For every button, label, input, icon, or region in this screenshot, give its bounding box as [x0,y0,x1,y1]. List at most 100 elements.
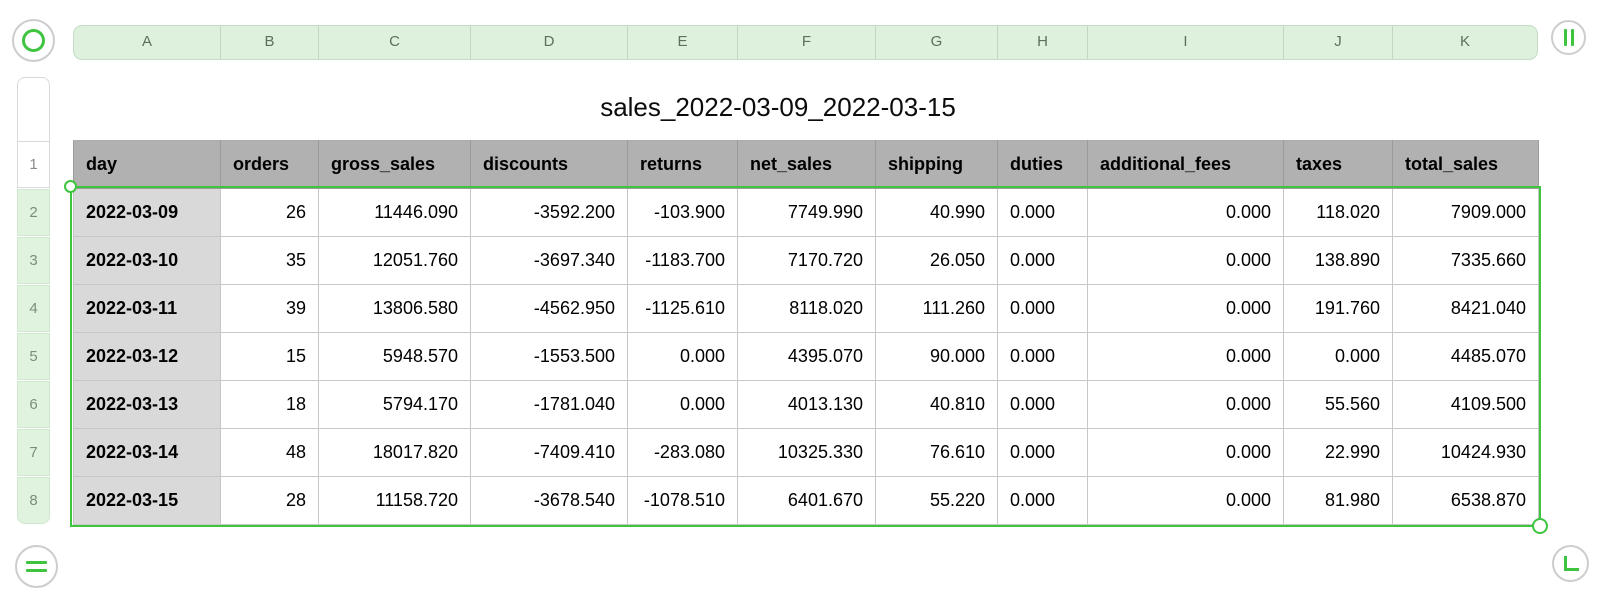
cell-orders[interactable]: 35 [220,236,319,285]
cell-additional_fees[interactable]: 0.000 [1087,428,1284,477]
column-ruler-cell-H[interactable]: H [998,26,1088,59]
row-ruler-cell-4[interactable]: 4 [17,285,50,332]
column-ruler-cell-I[interactable]: I [1088,26,1284,59]
header-cell-duties[interactable]: duties [997,140,1088,189]
cell-duties[interactable]: 0.000 [997,188,1088,237]
day-cell[interactable]: 2022-03-09 [73,188,221,237]
day-cell[interactable]: 2022-03-10 [73,236,221,285]
cell-orders[interactable]: 39 [220,284,319,333]
row-ruler-cell-7[interactable]: 7 [17,429,50,476]
day-cell[interactable]: 2022-03-14 [73,428,221,477]
day-cell[interactable]: 2022-03-15 [73,476,221,525]
cell-returns[interactable]: -1125.610 [627,284,738,333]
cell-returns[interactable]: -283.080 [627,428,738,477]
cell-returns[interactable]: -1183.700 [627,236,738,285]
cell-gross_sales[interactable]: 5948.570 [318,332,471,381]
column-ruler-cell-K[interactable]: K [1459,33,1470,50]
cell-taxes[interactable]: 55.560 [1283,380,1393,429]
cell-net_sales[interactable]: 7749.990 [737,188,876,237]
add-row-button[interactable] [15,545,58,588]
header-cell-shipping[interactable]: shipping [875,140,998,189]
cell-discounts[interactable]: -4562.950 [470,284,628,333]
header-cell-gross_sales[interactable]: gross_sales [318,140,471,189]
cell-shipping[interactable]: 111.260 [875,284,998,333]
cell-duties[interactable]: 0.000 [997,428,1088,477]
cell-net_sales[interactable]: 7170.720 [737,236,876,285]
cell-discounts[interactable]: -1781.040 [470,380,628,429]
day-cell[interactable]: 2022-03-13 [73,380,221,429]
cell-taxes[interactable]: 22.990 [1283,428,1393,477]
cell-duties[interactable]: 0.000 [997,380,1088,429]
cell-returns[interactable]: -1078.510 [627,476,738,525]
cell-discounts[interactable]: -3678.540 [470,476,628,525]
row-ruler-cell-1[interactable]: 1 [17,141,50,188]
cell-shipping[interactable]: 55.220 [875,476,998,525]
table-handle-icon[interactable] [12,19,55,62]
row-ruler-cell-3[interactable]: 3 [17,237,50,284]
cell-shipping[interactable]: 90.000 [875,332,998,381]
cell-returns[interactable]: -103.900 [627,188,738,237]
cell-duties[interactable]: 0.000 [997,236,1088,285]
row-ruler-cell-2[interactable]: 2 [17,189,50,236]
add-column-button[interactable] [1551,20,1586,55]
cell-discounts[interactable]: -1553.500 [470,332,628,381]
cell-duties[interactable]: 0.000 [997,476,1088,525]
column-ruler-cell-A[interactable]: A [74,26,221,59]
cell-discounts[interactable]: -7409.410 [470,428,628,477]
cell-total_sales[interactable]: 6538.870 [1392,476,1539,525]
cell-returns[interactable]: 0.000 [627,332,738,381]
cell-orders[interactable]: 15 [220,332,319,381]
header-cell-total_sales[interactable]: total_sales [1392,140,1539,189]
cell-net_sales[interactable]: 8118.020 [737,284,876,333]
cell-total_sales[interactable]: 10424.930 [1392,428,1539,477]
header-cell-additional_fees[interactable]: additional_fees [1087,140,1284,189]
cell-additional_fees[interactable]: 0.000 [1087,476,1284,525]
day-cell[interactable]: 2022-03-12 [73,332,221,381]
header-cell-taxes[interactable]: taxes [1283,140,1393,189]
cell-gross_sales[interactable]: 11158.720 [318,476,471,525]
header-cell-returns[interactable]: returns [627,140,738,189]
cell-gross_sales[interactable]: 11446.090 [318,188,471,237]
cell-gross_sales[interactable]: 12051.760 [318,236,471,285]
cell-shipping[interactable]: 40.990 [875,188,998,237]
cell-total_sales[interactable]: 4485.070 [1392,332,1539,381]
cell-returns[interactable]: 0.000 [627,380,738,429]
column-ruler-cell-E[interactable]: E [628,26,738,59]
cell-shipping[interactable]: 76.610 [875,428,998,477]
row-ruler-cell-6[interactable]: 6 [17,381,50,428]
cell-duties[interactable]: 0.000 [997,332,1088,381]
header-cell-orders[interactable]: orders [220,140,319,189]
cell-taxes[interactable]: 0.000 [1283,332,1393,381]
header-cell-discounts[interactable]: discounts [470,140,628,189]
cell-shipping[interactable]: 26.050 [875,236,998,285]
cell-taxes[interactable]: 118.020 [1283,188,1393,237]
cell-orders[interactable]: 28 [220,476,319,525]
cell-additional_fees[interactable]: 0.000 [1087,188,1284,237]
cell-total_sales[interactable]: 7909.000 [1392,188,1539,237]
day-cell[interactable]: 2022-03-11 [73,284,221,333]
cell-taxes[interactable]: 138.890 [1283,236,1393,285]
table-title[interactable]: sales_2022-03-09_2022-03-15 [600,92,956,122]
column-ruler-cell-B[interactable]: B [221,26,319,59]
cell-discounts[interactable]: -3592.200 [470,188,628,237]
column-ruler-cell-C[interactable]: C [319,26,471,59]
column-ruler-cell-J[interactable]: J [1284,26,1393,59]
cell-orders[interactable]: 48 [220,428,319,477]
cell-orders[interactable]: 26 [220,188,319,237]
column-ruler-cell-F[interactable]: F [738,26,876,59]
cell-total_sales[interactable]: 4109.500 [1392,380,1539,429]
cell-additional_fees[interactable]: 0.000 [1087,380,1284,429]
cell-net_sales[interactable]: 4013.130 [737,380,876,429]
resize-table-button[interactable] [1552,545,1589,582]
cell-gross_sales[interactable]: 13806.580 [318,284,471,333]
cell-total_sales[interactable]: 8421.040 [1392,284,1539,333]
cell-taxes[interactable]: 191.760 [1283,284,1393,333]
column-ruler-cell-D[interactable]: D [471,26,628,59]
cell-duties[interactable]: 0.000 [997,284,1088,333]
cell-gross_sales[interactable]: 18017.820 [318,428,471,477]
header-cell-net_sales[interactable]: net_sales [737,140,876,189]
cell-taxes[interactable]: 81.980 [1283,476,1393,525]
cell-discounts[interactable]: -3697.340 [470,236,628,285]
cell-additional_fees[interactable]: 0.000 [1087,332,1284,381]
